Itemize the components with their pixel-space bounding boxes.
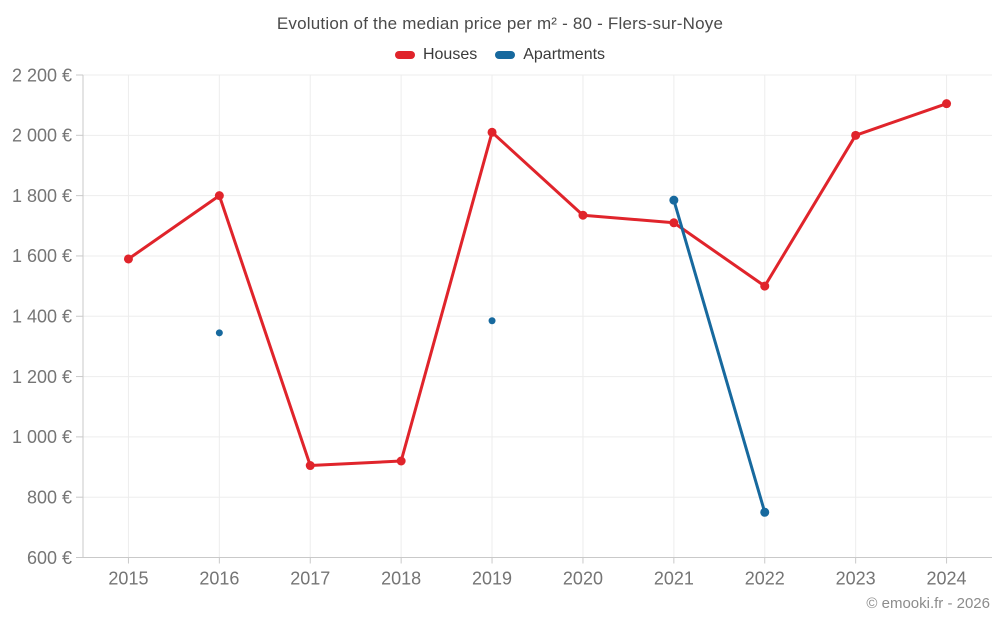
x-tick-label: 2018 bbox=[381, 569, 421, 589]
apartments-point-2022[interactable] bbox=[760, 507, 770, 517]
x-tick-label: 2022 bbox=[745, 569, 785, 589]
legend-item-apartments[interactable]: Apartments bbox=[495, 46, 605, 64]
houses-point-2018[interactable] bbox=[396, 456, 406, 466]
legend-label-houses: Houses bbox=[422, 46, 478, 63]
x-tick-label: 2023 bbox=[836, 569, 876, 589]
houses-point-2023[interactable] bbox=[851, 130, 861, 140]
y-tick-label: 800 € bbox=[27, 487, 72, 507]
x-tick-label: 2016 bbox=[199, 569, 239, 589]
houses-point-2019[interactable] bbox=[487, 127, 497, 137]
houses-point-2024[interactable] bbox=[942, 99, 952, 109]
x-tick-label: 2021 bbox=[654, 569, 694, 589]
apartments-point-2016[interactable] bbox=[215, 329, 223, 337]
y-tick-label: 600 € bbox=[27, 548, 72, 568]
chart-legend: Houses Apartments bbox=[0, 46, 1000, 64]
apartments-point-2021[interactable] bbox=[669, 195, 679, 205]
legend-label-apartments: Apartments bbox=[523, 46, 606, 63]
chart-title: Evolution of the median price per m² - 8… bbox=[276, 14, 724, 33]
houses-line bbox=[126, 102, 949, 468]
x-tick-label: 2019 bbox=[472, 569, 512, 589]
x-tick-label: 2024 bbox=[927, 569, 967, 589]
houses-point-2016[interactable] bbox=[214, 191, 224, 201]
apartments-legend-swatch-icon bbox=[495, 51, 516, 59]
y-tick-label: 1 400 € bbox=[12, 307, 72, 327]
x-tick-label: 2020 bbox=[563, 569, 603, 589]
y-tick-label: 1 800 € bbox=[12, 186, 72, 206]
apartments-point-2019[interactable] bbox=[488, 317, 496, 325]
houses-point-2021[interactable] bbox=[669, 218, 679, 228]
y-tick-label: 2 200 € bbox=[12, 65, 72, 85]
y-tick-label: 2 000 € bbox=[12, 126, 72, 146]
houses-point-2020[interactable] bbox=[578, 210, 588, 220]
houses-legend-swatch-icon bbox=[394, 51, 415, 59]
houses-point-2017[interactable] bbox=[305, 461, 315, 471]
legend-item-houses[interactable]: Houses bbox=[394, 46, 478, 64]
y-tick-label: 1 000 € bbox=[12, 427, 72, 447]
houses-point-2022[interactable] bbox=[760, 281, 770, 291]
houses-point-2015[interactable] bbox=[123, 254, 133, 264]
copyright-text: © emooki.fr - 2026 bbox=[866, 595, 990, 612]
y-tick-label: 1 200 € bbox=[12, 367, 72, 387]
apartments-line bbox=[672, 198, 767, 514]
x-tick-label: 2017 bbox=[290, 569, 330, 589]
x-tick-label: 2015 bbox=[108, 569, 148, 589]
y-tick-label: 1 600 € bbox=[12, 246, 72, 266]
